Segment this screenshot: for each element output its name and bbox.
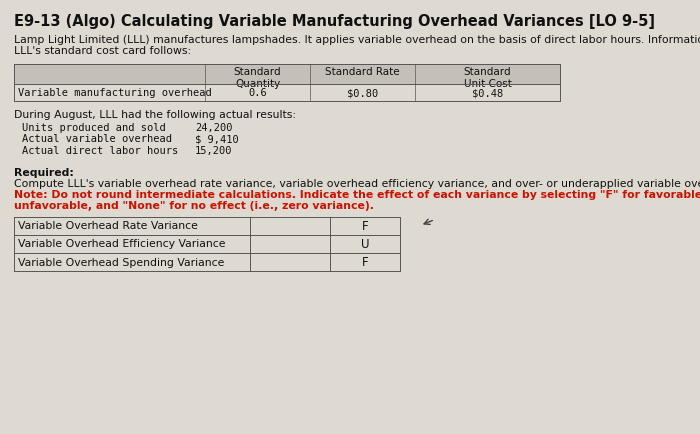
Text: Lamp Light Limited (LLL) manufactures lampshades. It applies variable overhead o: Lamp Light Limited (LLL) manufactures la… bbox=[14, 35, 700, 45]
Bar bbox=[14, 217, 400, 235]
Text: Compute LLL's variable overhead rate variance, variable overhead efficiency vari: Compute LLL's variable overhead rate var… bbox=[14, 179, 700, 189]
Bar bbox=[205, 65, 560, 85]
Text: Required:: Required: bbox=[14, 167, 74, 177]
Bar bbox=[14, 85, 560, 102]
Text: $ 9,410: $ 9,410 bbox=[195, 134, 239, 144]
Text: $0.48: $0.48 bbox=[472, 88, 503, 98]
Text: During August, LLL had the following actual results:: During August, LLL had the following act… bbox=[14, 110, 296, 120]
Text: Standard Rate: Standard Rate bbox=[326, 67, 400, 77]
Text: Note: Do not round intermediate calculations. Indicate the effect of each varian: Note: Do not round intermediate calculat… bbox=[14, 190, 700, 200]
Bar bbox=[14, 65, 205, 85]
Text: Variable manufacturing overhead: Variable manufacturing overhead bbox=[18, 88, 211, 98]
Text: $0.80: $0.80 bbox=[347, 88, 378, 98]
Text: 15,200: 15,200 bbox=[195, 146, 232, 156]
Bar bbox=[14, 253, 400, 271]
Text: Standard
Quantity: Standard Quantity bbox=[234, 67, 281, 89]
Text: 24,200: 24,200 bbox=[195, 123, 232, 133]
Text: Standard
Unit Cost: Standard Unit Cost bbox=[463, 67, 512, 89]
Text: E9-13 (Algo) Calculating Variable Manufacturing Overhead Variances [LO 9-5]: E9-13 (Algo) Calculating Variable Manufa… bbox=[14, 14, 655, 29]
Text: Actual variable overhead: Actual variable overhead bbox=[22, 134, 172, 144]
Text: unfavorable, and "None" for no effect (i.e., zero variance).: unfavorable, and "None" for no effect (i… bbox=[14, 201, 374, 211]
Text: Variable Overhead Rate Variance: Variable Overhead Rate Variance bbox=[18, 221, 198, 231]
Text: Units produced and sold: Units produced and sold bbox=[22, 123, 166, 133]
Text: U: U bbox=[360, 237, 370, 250]
Text: Variable Overhead Spending Variance: Variable Overhead Spending Variance bbox=[18, 257, 225, 267]
Bar bbox=[14, 235, 400, 253]
Text: LLL's standard cost card follows:: LLL's standard cost card follows: bbox=[14, 46, 191, 56]
Text: Variable Overhead Efficiency Variance: Variable Overhead Efficiency Variance bbox=[18, 239, 225, 249]
Text: F: F bbox=[362, 220, 368, 233]
Text: 0.6: 0.6 bbox=[248, 88, 267, 98]
Text: Actual direct labor hours: Actual direct labor hours bbox=[22, 146, 178, 156]
Text: F: F bbox=[362, 256, 368, 268]
